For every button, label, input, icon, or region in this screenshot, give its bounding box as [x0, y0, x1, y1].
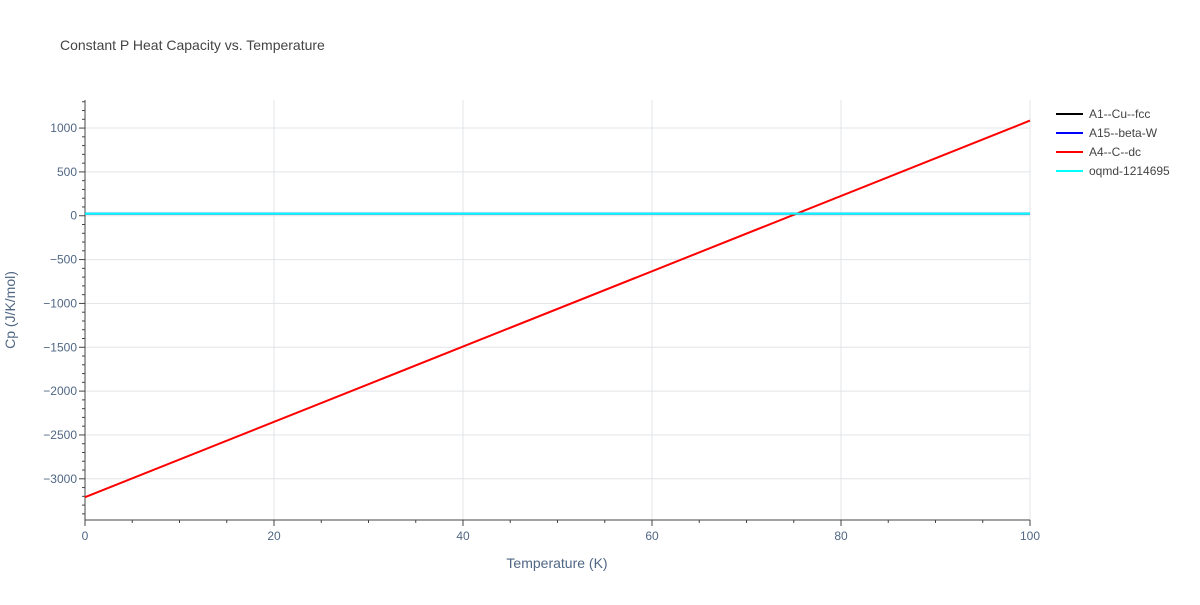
x-tick-label: 0	[82, 529, 89, 543]
y-tick-label: −500	[50, 253, 77, 267]
y-tick-label: 1000	[50, 121, 77, 135]
chart-title: Constant P Heat Capacity vs. Temperature	[60, 37, 325, 53]
y-tick-label: −3000	[43, 472, 77, 486]
y-tick-label: 500	[57, 165, 77, 179]
x-tick-label: 40	[456, 529, 470, 543]
legend-label: A4--C--dc	[1089, 145, 1141, 159]
y-tick-label: −1500	[43, 340, 77, 354]
y-tick-label: −2500	[43, 428, 77, 442]
legend-label: A15--beta-W	[1089, 126, 1158, 140]
grid-layer	[85, 100, 1031, 520]
legend: A1--Cu--fcc A15--beta-W A4--C--dc oqmd-1214…	[1056, 107, 1170, 178]
y-tick-label: 0	[70, 209, 77, 223]
series-layer	[84, 119, 1031, 499]
x-tick-label: 60	[645, 529, 659, 543]
x-axis-title: Temperature (K)	[506, 555, 607, 571]
x-tick-label: 80	[834, 529, 848, 543]
y-tick-label: −2000	[43, 384, 77, 398]
axes-layer: 0 20 40 60 80 100 1000 500 0 −500 −1000 −1500 −2000 −…	[43, 100, 1040, 543]
y-axis-title: Cp (J/K/mol)	[2, 271, 18, 349]
legend-label: oqmd-1214695	[1089, 164, 1170, 178]
x-tick-label: 20	[267, 529, 281, 543]
x-tick-label: 100	[1020, 529, 1040, 543]
legend-label: A1--Cu--fcc	[1089, 107, 1150, 121]
y-tick-label: −1000	[43, 296, 77, 310]
series-line-a4-c-dc	[84, 119, 1031, 499]
